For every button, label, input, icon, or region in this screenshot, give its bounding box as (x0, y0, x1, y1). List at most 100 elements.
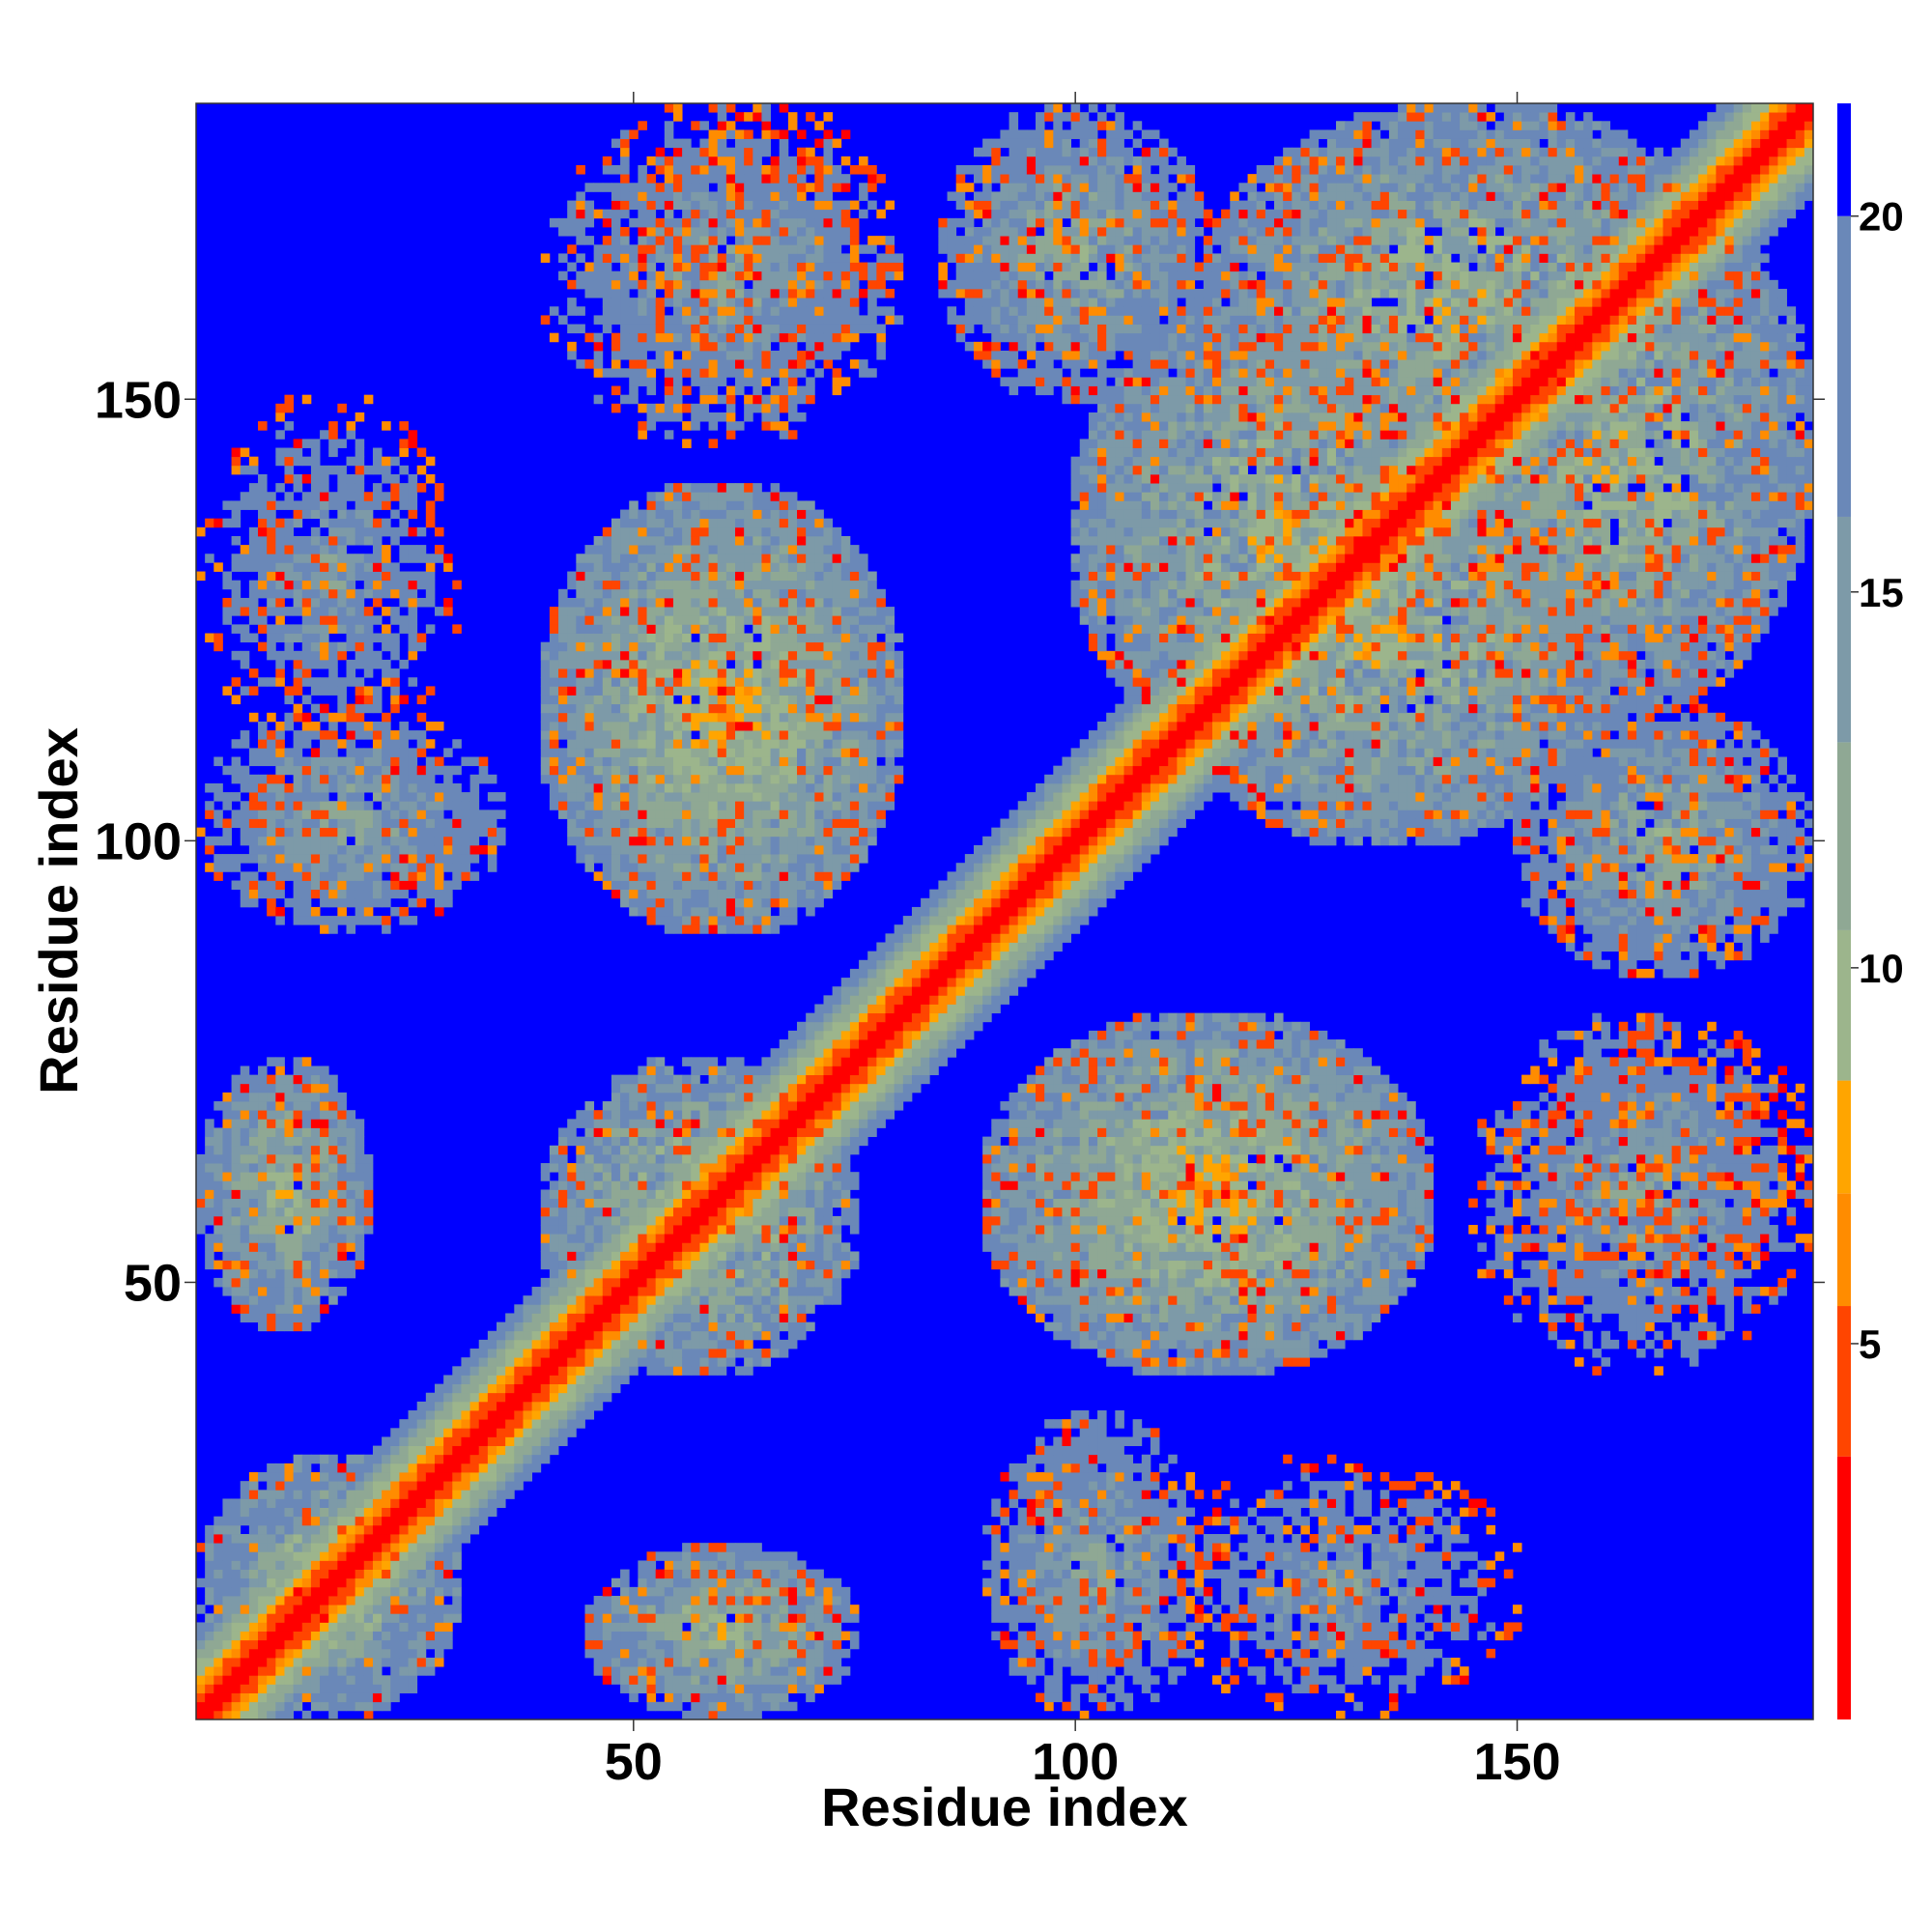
heatmap-cell (638, 1145, 647, 1155)
heatmap-cell (646, 526, 657, 537)
heatmap-cell (717, 854, 727, 864)
heatmap-cell (425, 1613, 436, 1623)
heatmap-cell (337, 1472, 347, 1482)
heatmap-cell (293, 1684, 303, 1693)
heatmap-cell (328, 1586, 338, 1597)
heatmap-cell (461, 1419, 470, 1429)
heatmap-cell (337, 1207, 347, 1217)
heatmap-cell (672, 730, 683, 740)
heatmap-cell (699, 554, 709, 563)
heatmap-cell (399, 1675, 409, 1685)
heatmap-cell (664, 1163, 674, 1173)
heatmap-cell (646, 315, 657, 325)
heatmap-cell (672, 1295, 683, 1305)
heatmap-cell (549, 774, 559, 784)
heatmap-cell (593, 1622, 604, 1632)
heatmap-cell (416, 597, 427, 608)
heatmap-cell (691, 580, 700, 590)
heatmap-cell (487, 844, 497, 855)
heatmap-cell (664, 394, 674, 405)
heatmap-cell (691, 535, 700, 546)
heatmap-cell (514, 1428, 524, 1437)
heatmap-cell (416, 1622, 427, 1632)
heatmap-cell (328, 518, 338, 528)
heatmap-cell (540, 641, 551, 652)
heatmap-cell (231, 1701, 242, 1712)
heatmap-cell (672, 641, 683, 652)
heatmap-cell (620, 1110, 630, 1120)
heatmap-cell (205, 1127, 214, 1138)
heatmap-cell (310, 456, 321, 467)
heatmap-cell (584, 209, 595, 219)
heatmap-cell (301, 854, 312, 864)
heatmap-cell (301, 456, 312, 467)
heatmap-cell (558, 1268, 568, 1279)
heatmap-cell (708, 1234, 719, 1243)
heatmap-cell (638, 191, 647, 201)
heatmap-cell (638, 748, 647, 757)
heatmap-cell (293, 730, 303, 740)
heatmap-cell (399, 1605, 409, 1614)
heatmap-cell (638, 871, 647, 881)
heatmap-cell (672, 1313, 683, 1322)
heatmap-cell (240, 1101, 250, 1111)
heatmap-cell (284, 1313, 295, 1322)
heatmap-cell (213, 1524, 223, 1535)
heatmap-cell (717, 1101, 727, 1111)
heatmap-cell (301, 739, 312, 749)
heatmap-cell (258, 1207, 268, 1217)
heatmap-cell (523, 1419, 533, 1429)
heatmap-cell (611, 288, 621, 298)
heatmap-cell (408, 1666, 418, 1676)
heatmap-cell (205, 1569, 214, 1579)
heatmap-cell (558, 730, 568, 740)
heatmap-cell (267, 1092, 276, 1102)
heatmap-cell (275, 1648, 285, 1659)
heatmap-cell (646, 730, 657, 740)
heatmap-cell (382, 739, 391, 749)
heatmap-cell (328, 686, 338, 696)
heatmap-cell (672, 1658, 683, 1667)
heatmap-cell (611, 739, 621, 749)
heatmap-cell (629, 350, 639, 360)
heatmap-cell (248, 1507, 259, 1518)
heatmap-cell (682, 1543, 692, 1552)
heatmap-cell (646, 695, 657, 705)
heatmap-cell (320, 889, 329, 899)
heatmap-cell (258, 1701, 268, 1712)
heatmap-cell (240, 801, 250, 810)
heatmap-cell (620, 765, 630, 776)
heatmap-cell (248, 1498, 259, 1508)
heatmap-cell (584, 712, 595, 723)
heatmap-cell (434, 810, 444, 819)
heatmap-cell (231, 1622, 242, 1632)
heatmap-cell (284, 756, 295, 767)
heatmap-cell (672, 1675, 683, 1685)
heatmap-cell (717, 129, 727, 139)
heatmap-cell (248, 1639, 259, 1650)
heatmap-cell (708, 350, 719, 360)
heatmap-cell (399, 1481, 409, 1491)
heatmap-cell (434, 1543, 444, 1552)
heatmap-cell (248, 782, 259, 793)
heatmap-cell (699, 1577, 709, 1588)
heatmap-cell (301, 597, 312, 608)
heatmap-cell (708, 1242, 719, 1252)
heatmap-cell (567, 306, 577, 316)
heatmap-cell (213, 633, 223, 643)
heatmap-cell (602, 1321, 612, 1332)
heatmap-cell (629, 836, 639, 846)
heatmap-cell (231, 1101, 242, 1111)
heatmap-cell (425, 571, 436, 582)
heatmap-cell (346, 1534, 356, 1544)
heatmap-cell (655, 226, 666, 237)
heatmap-cell (708, 571, 719, 582)
heatmap-cell (708, 1321, 719, 1332)
heatmap-cell (390, 1445, 400, 1456)
heatmap-cell (672, 385, 683, 396)
heatmap-cell (213, 1586, 223, 1597)
heatmap-cell (275, 1596, 285, 1605)
heatmap-cell (231, 1153, 242, 1164)
heatmap-cell (611, 1225, 621, 1235)
heatmap-cell (682, 827, 692, 838)
